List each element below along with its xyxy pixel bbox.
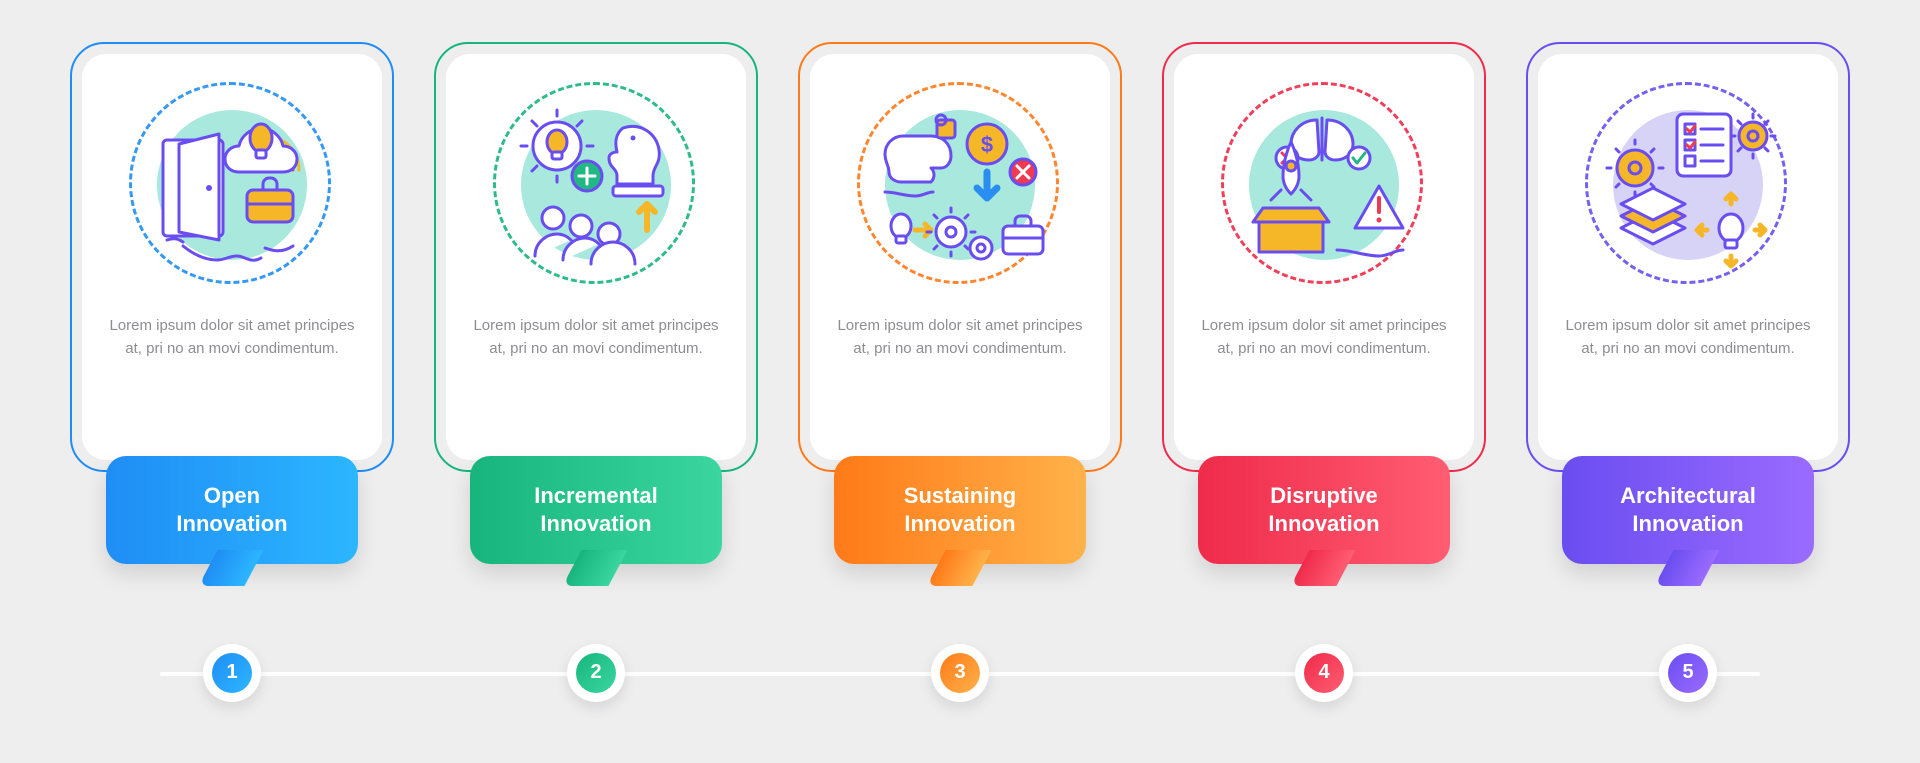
icon-wrap: [1583, 80, 1793, 290]
svg-text:$: $: [981, 132, 993, 157]
icon-wrap: [491, 80, 701, 290]
step-dot-4: 4: [1295, 644, 1353, 702]
card-inner: $: [810, 54, 1110, 460]
card-outer: $: [798, 42, 1122, 472]
card-architectural: Lorem ipsum dolor sit amet principes at,…: [1526, 42, 1850, 722]
label-title: Open Innovation: [176, 482, 287, 537]
label-bubble-disruptive: Disruptive Innovation: [1198, 456, 1451, 564]
card-body-text: Lorem ipsum dolor sit amet principes at,…: [468, 314, 724, 361]
label-title: Architectural Innovation: [1620, 482, 1756, 537]
step-number: 4: [1304, 653, 1344, 693]
card-open: Lorem ipsum dolor sit amet principes at,…: [70, 42, 394, 722]
infographic-stage: Lorem ipsum dolor sit amet principes at,…: [70, 42, 1850, 722]
label-bubble-open: Open Innovation: [106, 456, 359, 564]
step-number: 1: [212, 653, 252, 693]
door-idea-handshake-icon: [127, 80, 337, 290]
step-dot-2: 2: [567, 644, 625, 702]
label-tail: [926, 550, 991, 586]
card-outer: Lorem ipsum dolor sit amet principes at,…: [1526, 42, 1850, 472]
card-body-text: Lorem ipsum dolor sit amet principes at,…: [104, 314, 360, 361]
label-tail: [198, 550, 263, 586]
card-inner: Lorem ipsum dolor sit amet principes at,…: [446, 54, 746, 460]
team-chess-growth-icon: [491, 80, 701, 290]
card-outer: Lorem ipsum dolor sit amet principes at,…: [1162, 42, 1486, 472]
label-bubble-incremental: Incremental Innovation: [470, 456, 723, 564]
card-outer: Lorem ipsum dolor sit amet principes at,…: [434, 42, 758, 472]
label-tail: [562, 550, 627, 586]
cards-row: Lorem ipsum dolor sit amet principes at,…: [70, 42, 1850, 722]
label-bubble-architectural: Architectural Innovation: [1562, 456, 1815, 564]
label-tail: [1654, 550, 1719, 586]
label-title: Sustaining Innovation: [904, 482, 1016, 537]
card-disruptive: Lorem ipsum dolor sit amet principes at,…: [1162, 42, 1486, 722]
card-inner: Lorem ipsum dolor sit amet principes at,…: [82, 54, 382, 460]
label-bubble-sustaining: Sustaining Innovation: [834, 456, 1087, 564]
card-inner: Lorem ipsum dolor sit amet principes at,…: [1538, 54, 1838, 460]
icon-wrap: [1219, 80, 1429, 290]
step-number: 3: [940, 653, 980, 693]
icon-wrap: [127, 80, 337, 290]
layers-checklist-gears-icon: [1583, 80, 1793, 290]
card-sustaining: $: [798, 42, 1122, 722]
label-tail: [1290, 550, 1355, 586]
step-number: 5: [1668, 653, 1708, 693]
label-title: Disruptive Innovation: [1268, 482, 1379, 537]
card-body-text: Lorem ipsum dolor sit amet principes at,…: [1196, 314, 1452, 361]
step-dot-5: 5: [1659, 644, 1717, 702]
label-title: Incremental Innovation: [534, 482, 658, 537]
card-outer: Lorem ipsum dolor sit amet principes at,…: [70, 42, 394, 472]
card-inner: Lorem ipsum dolor sit amet principes at,…: [1174, 54, 1474, 460]
icon-wrap: $: [855, 80, 1065, 290]
step-dot-1: 1: [203, 644, 261, 702]
step-number: 2: [576, 653, 616, 693]
card-incremental: Lorem ipsum dolor sit amet principes at,…: [434, 42, 758, 722]
brain-money-gears-icon: $: [855, 80, 1065, 290]
step-dot-3: 3: [931, 644, 989, 702]
rocket-box-warning-icon: [1219, 80, 1429, 290]
card-body-text: Lorem ipsum dolor sit amet principes at,…: [832, 314, 1088, 361]
card-body-text: Lorem ipsum dolor sit amet principes at,…: [1560, 314, 1816, 361]
